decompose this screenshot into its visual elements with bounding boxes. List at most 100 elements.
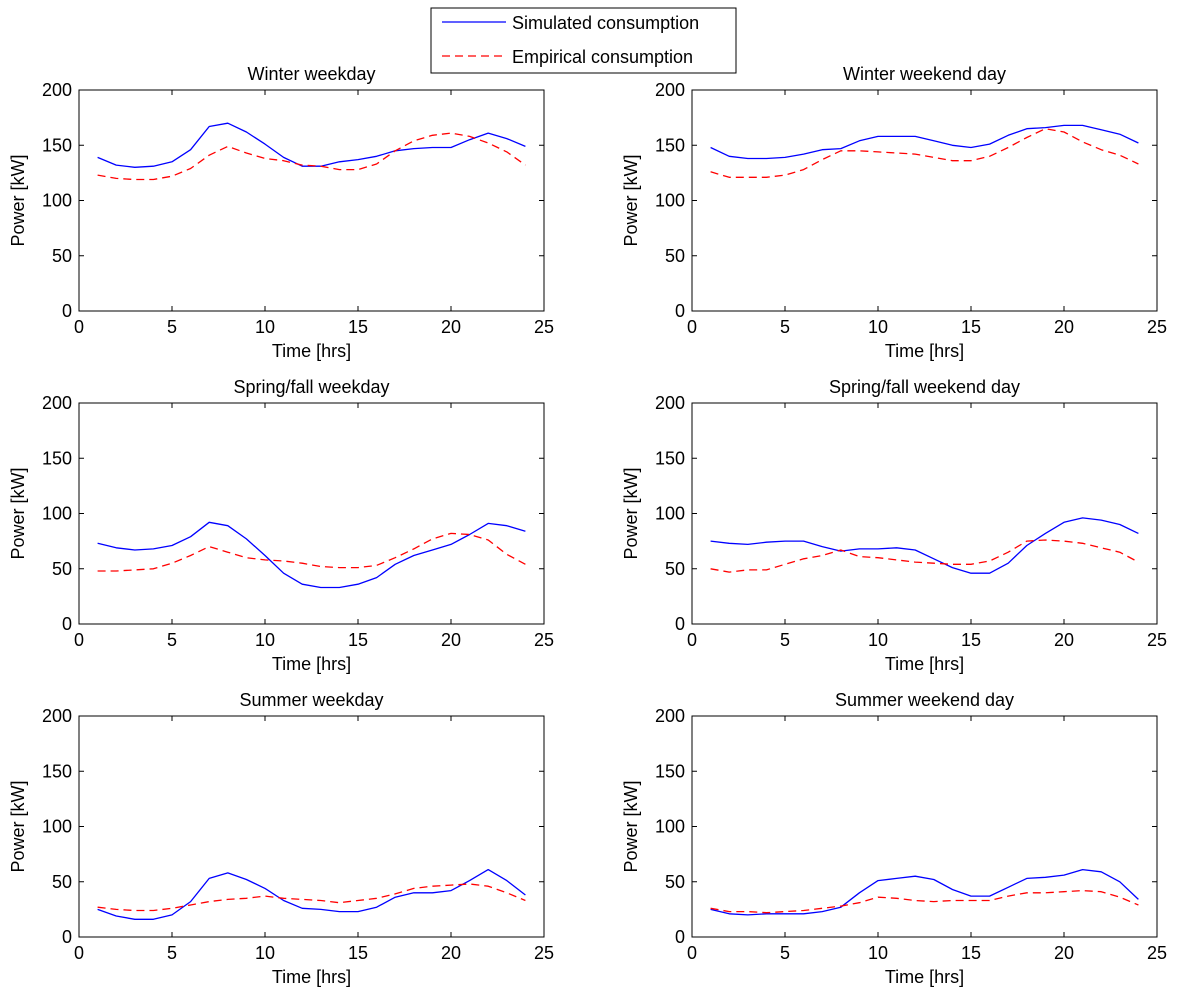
subplot-5: 0 5 10 15 20 25 0 50 100 150 200 Summer weekday Time… (8, 690, 554, 987)
x-tick-label: 15 (348, 943, 368, 963)
x-tick-label: 25 (534, 317, 554, 337)
subplot-title: Winter weekday (247, 64, 375, 84)
x-tick-label: 15 (348, 630, 368, 650)
series-line-empirical (97, 132, 526, 181)
y-tick-label: 200 (42, 706, 72, 726)
x-tick-label: 0 (74, 943, 84, 963)
y-tick-label: 200 (655, 80, 685, 100)
y-tick-label: 100 (655, 504, 685, 524)
x-tick-label: 20 (441, 317, 461, 337)
series-line-empirical (710, 889, 1139, 914)
series-line-simulated (97, 521, 526, 589)
x-tick-label: 5 (167, 317, 177, 337)
x-axis-label: Time [hrs] (885, 967, 964, 987)
y-tick-label: 100 (42, 191, 72, 211)
x-tick-label: 15 (348, 317, 368, 337)
y-tick-label: 200 (655, 393, 685, 413)
subplot-title: Summer weekday (239, 690, 383, 710)
x-tick-label: 20 (1054, 317, 1074, 337)
legend-box (430, 7, 737, 74)
plot-area (691, 89, 1158, 312)
x-axis-label: Time [hrs] (272, 967, 351, 987)
y-tick-label: 100 (655, 191, 685, 211)
series-line-simulated (97, 868, 526, 920)
legend: Simulated consumption Empirical consumpt… (430, 7, 737, 74)
legend-simulated-label: Simulated consumption (512, 13, 699, 33)
x-tick-label: 20 (441, 630, 461, 650)
x-tick-label: 10 (255, 630, 275, 650)
x-tick-label: 0 (687, 630, 697, 650)
y-tick-label: 50 (665, 246, 685, 266)
subplot-2: 0 5 10 15 20 25 0 50 100 150 200 Winter weekend day… (621, 64, 1167, 361)
y-tick-label: 0 (62, 301, 72, 321)
x-tick-label: 15 (961, 317, 981, 337)
plot-area (78, 715, 545, 938)
subplot-title: Winter weekend day (843, 64, 1006, 84)
x-tick-label: 0 (687, 943, 697, 963)
x-tick-label: 20 (1054, 943, 1074, 963)
plot-area (691, 715, 1158, 938)
y-axis-label: Power [kW] (621, 780, 641, 872)
x-tick-label: 25 (1147, 630, 1167, 650)
subplot-6: 0 5 10 15 20 25 0 50 100 150 200 Summer weekend day… (621, 690, 1167, 987)
plot-area (691, 402, 1158, 625)
x-tick-label: 0 (687, 317, 697, 337)
x-tick-label: 15 (961, 630, 981, 650)
y-tick-label: 50 (52, 246, 72, 266)
y-tick-label: 50 (52, 872, 72, 892)
y-tick-label: 100 (42, 504, 72, 524)
y-tick-label: 50 (52, 559, 72, 579)
y-axis-label: Power [kW] (8, 780, 28, 872)
series-line-empirical (710, 128, 1139, 178)
plot-area (78, 89, 545, 312)
x-tick-label: 10 (868, 630, 888, 650)
series-line-empirical (97, 532, 526, 572)
series-line-simulated (710, 517, 1139, 574)
subplot-3: 0 5 10 15 20 25 0 50 100 150 200 Spring/fall weekda… (8, 377, 554, 674)
y-tick-label: 100 (655, 817, 685, 837)
x-tick-label: 10 (868, 317, 888, 337)
x-tick-label: 20 (1054, 630, 1074, 650)
y-tick-label: 0 (62, 927, 72, 947)
y-tick-label: 150 (42, 448, 72, 468)
x-axis-label: Time [hrs] (885, 654, 964, 674)
series-line-simulated (710, 868, 1139, 916)
subplot-title: Summer weekend day (835, 690, 1014, 710)
x-tick-label: 25 (1147, 317, 1167, 337)
x-tick-label: 5 (780, 943, 790, 963)
series-line-empirical (97, 883, 526, 912)
y-axis-label: Power [kW] (621, 467, 641, 559)
y-tick-label: 150 (655, 448, 685, 468)
x-tick-label: 5 (167, 943, 177, 963)
y-tick-label: 150 (655, 761, 685, 781)
x-axis-label: Time [hrs] (272, 341, 351, 361)
x-tick-label: 10 (255, 943, 275, 963)
y-axis-label: Power [kW] (8, 154, 28, 246)
y-tick-label: 150 (42, 135, 72, 155)
y-tick-label: 150 (42, 761, 72, 781)
x-tick-label: 10 (255, 317, 275, 337)
x-tick-label: 0 (74, 630, 84, 650)
y-tick-label: 0 (675, 927, 685, 947)
y-axis-label: Power [kW] (621, 154, 641, 246)
y-tick-label: 150 (655, 135, 685, 155)
x-tick-label: 10 (868, 943, 888, 963)
series-line-simulated (710, 124, 1139, 160)
x-tick-label: 20 (441, 943, 461, 963)
y-tick-label: 0 (675, 301, 685, 321)
y-tick-label: 0 (62, 614, 72, 634)
subplot-1: 0 5 10 15 20 25 0 50 100 150 200 Winter weekday Time… (8, 64, 554, 361)
x-axis-label: Time [hrs] (272, 654, 351, 674)
x-tick-label: 25 (1147, 943, 1167, 963)
y-tick-label: 0 (675, 614, 685, 634)
x-tick-label: 5 (780, 317, 790, 337)
y-tick-label: 100 (42, 817, 72, 837)
series-line-empirical (710, 539, 1139, 573)
x-tick-label: 15 (961, 943, 981, 963)
y-tick-label: 200 (42, 393, 72, 413)
x-axis-label: Time [hrs] (885, 341, 964, 361)
subplot-title: Spring/fall weekend day (829, 377, 1020, 397)
y-tick-label: 50 (665, 559, 685, 579)
x-tick-label: 25 (534, 630, 554, 650)
